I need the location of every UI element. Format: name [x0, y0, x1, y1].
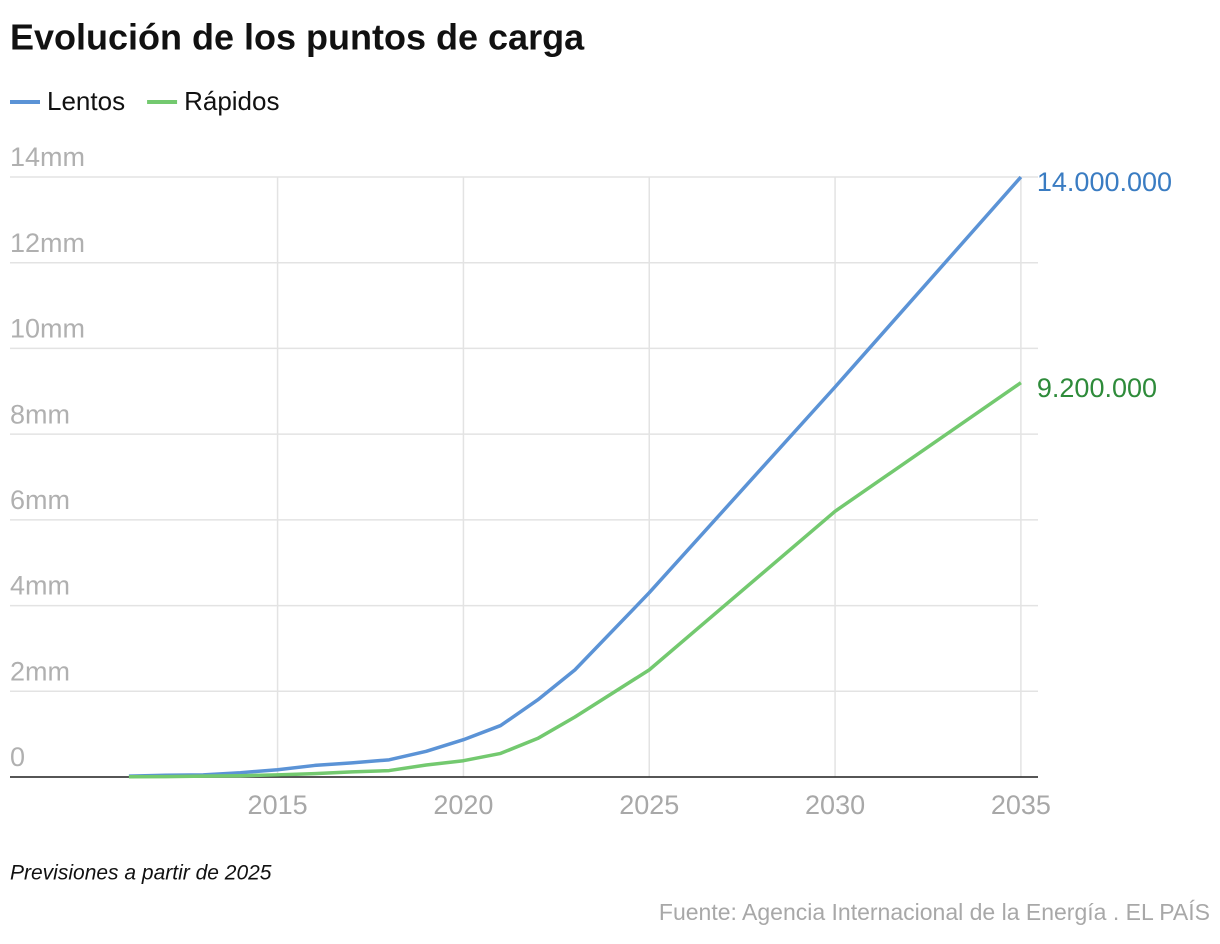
x-tick-label: 2020 — [433, 790, 493, 820]
legend-label: Lentos — [47, 86, 125, 116]
y-tick-label: 12mm — [10, 228, 85, 258]
y-tick-label: 14mm — [10, 142, 85, 172]
series-line — [128, 175, 1023, 778]
x-tick-label: 2015 — [248, 790, 308, 820]
series-line — [128, 381, 1022, 779]
y-tick-label: 10mm — [10, 314, 85, 344]
value-label: 9.200.000 — [1037, 373, 1157, 403]
chart-title: Evolución de los puntos de carga — [10, 17, 585, 58]
y-tick-label: 4mm — [10, 571, 70, 601]
source: Fuente: Agencia Internacional de la Ener… — [659, 899, 1210, 925]
x-tick-label: 2025 — [619, 790, 679, 820]
y-tick-label: 2mm — [10, 656, 70, 686]
x-tick-label: 2030 — [805, 790, 865, 820]
y-tick-label: 0 — [10, 742, 25, 772]
y-tick-label: 6mm — [10, 485, 70, 515]
y-tick-label: 8mm — [10, 399, 70, 429]
legend-label: Rápidos — [184, 86, 279, 116]
x-tick-label: 2035 — [991, 790, 1051, 820]
note: Previsiones a partir de 2025 — [10, 862, 272, 885]
value-label: 14.000.000 — [1037, 167, 1172, 197]
